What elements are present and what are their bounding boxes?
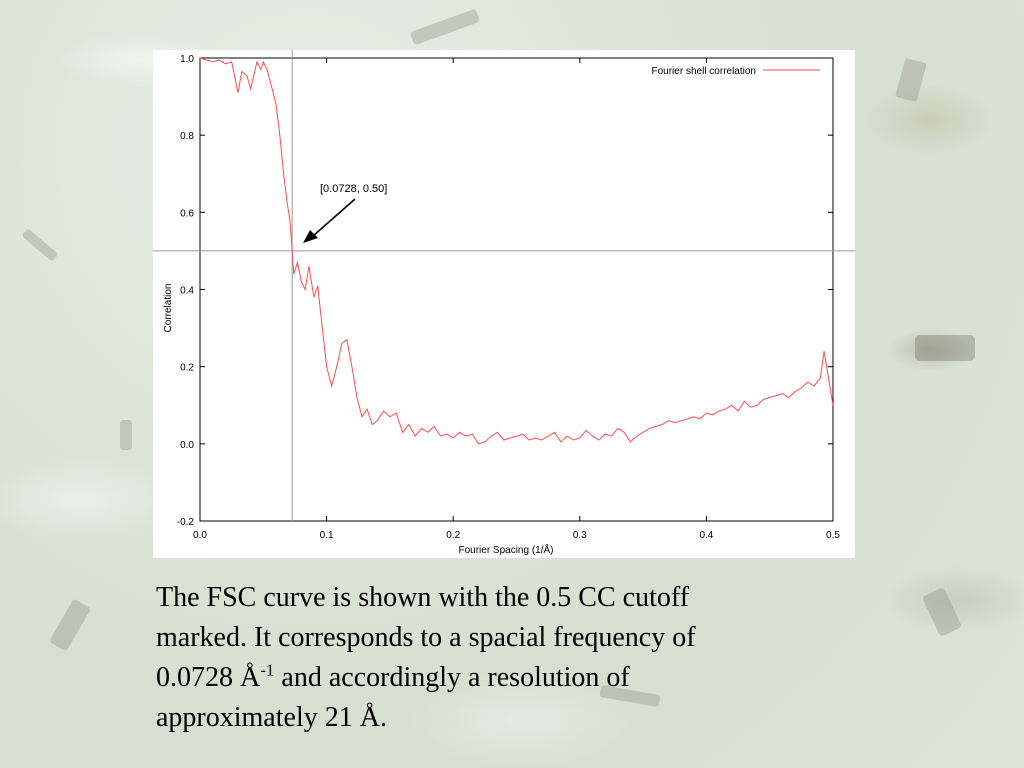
- fsc-chart: 0.0 0.1 0.2 0.3 0.4 0.5 -0.2 0.0 0.2 0.4 0.6 0.8 1.0…: [153, 50, 855, 556]
- chart-legend: Fourier shell correlation: [652, 66, 820, 77]
- caption-frequency-value: 0.0728 Å: [156, 662, 261, 693]
- axis-ticks: 0.0 0.1 0.2 0.3 0.4 0.5 -0.2 0.0 0.2 0.4 0.6 0.8 1.0: [177, 54, 841, 541]
- caption-line-3-rest: and accordingly a resolution of: [274, 662, 630, 693]
- series-line-fsc: [199, 57, 834, 445]
- annotation-label: [0.0728, 0.50]: [320, 183, 387, 195]
- x-axis-label: Fourier Spacing (1/Å): [458, 543, 553, 556]
- chart-panel: 0.0 0.1 0.2 0.3 0.4 0.5 -0.2 0.0 0.2 0.4 0.6 0.8 1.0…: [153, 50, 855, 558]
- annotation-arrow: [312, 198, 356, 237]
- y-tick-label: 1.0: [180, 54, 194, 65]
- x-tick-label: 0.3: [573, 530, 587, 541]
- arrow-head-icon: [303, 230, 318, 243]
- caption-line-1: The FSC curve is shown with the 0.5 CC c…: [156, 582, 690, 613]
- y-axis-label: Correlation: [163, 284, 174, 333]
- caption-line-4: approximately 21 Å.: [156, 702, 387, 733]
- x-tick-label: 0.2: [446, 530, 460, 541]
- plot-frame: [199, 57, 834, 522]
- plot-axes: [199, 57, 834, 522]
- y-tick-label: 0.8: [180, 131, 194, 142]
- legend-entry-fsc: Fourier shell correlation: [652, 66, 757, 77]
- slide-caption: The FSC curve is shown with the 0.5 CC c…: [156, 578, 916, 738]
- y-tick-label: 0.4: [180, 286, 194, 297]
- x-tick-label: 0.4: [699, 530, 713, 541]
- y-tick-label: 0.0: [180, 440, 194, 451]
- x-tick-label: 0.5: [826, 530, 840, 541]
- caption-exponent: -1: [260, 660, 275, 680]
- y-tick-label: 0.6: [180, 208, 194, 219]
- y-tick-label: 0.2: [180, 363, 194, 374]
- cutoff-marker-lines: [153, 50, 855, 521]
- cutoff-annotation: [0.0728, 0.50]: [303, 183, 387, 243]
- caption-line-2: marked. It corresponds to a spacial freq…: [156, 622, 696, 653]
- x-tick-label: 0.0: [193, 530, 207, 541]
- x-tick-label: 0.1: [320, 530, 334, 541]
- y-tick-label: -0.2: [177, 517, 195, 528]
- series-layer: [199, 57, 834, 445]
